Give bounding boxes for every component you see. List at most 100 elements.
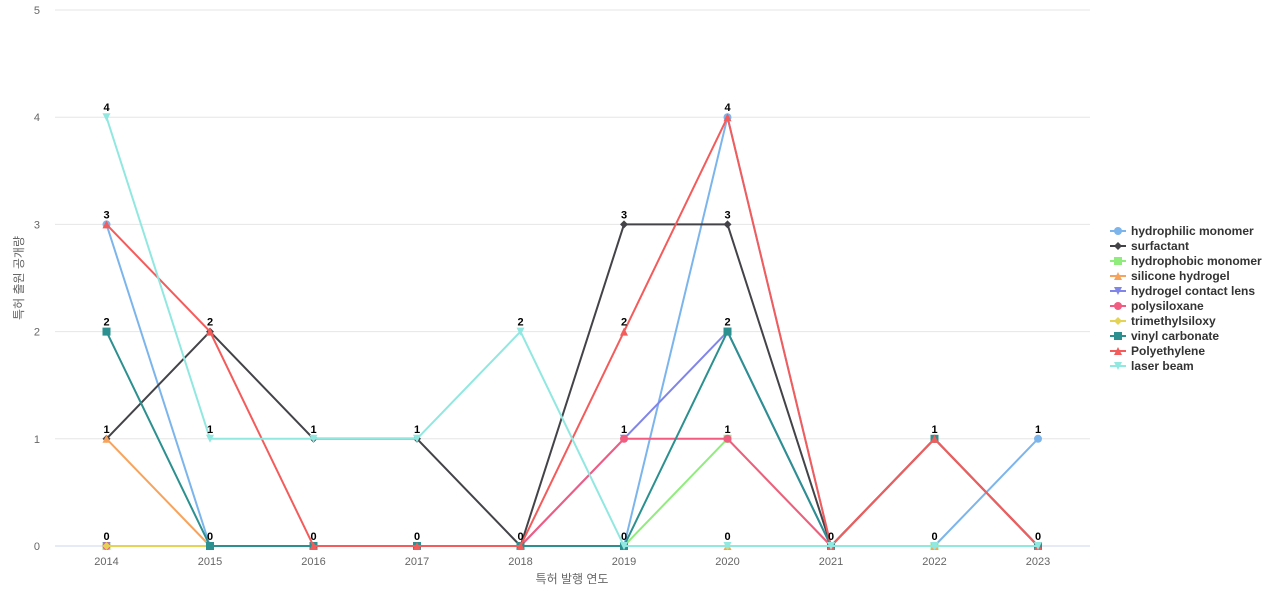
series-lines (102, 113, 1043, 550)
data-point-laser-beam-2023 (1034, 542, 1042, 550)
y-tick-label-4: 4 (34, 112, 40, 124)
data-label-2022-0: 0 (931, 531, 937, 543)
y-tick-label-3: 3 (34, 219, 40, 231)
data-point-polyethylene-2014 (102, 220, 111, 229)
legend-label-vinyl-carbonate: vinyl carbonate (1131, 329, 1219, 343)
data-label-2015-2: 2 (207, 317, 213, 329)
legend-label-hydrogel-contact-lens: hydrogel contact lens (1131, 284, 1255, 298)
legend-label-trimethylsiloxy: trimethylsiloxy (1131, 314, 1216, 328)
x-tick-label-2018: 2018 (508, 556, 532, 568)
data-point-laser-beam-2018 (516, 327, 525, 336)
data-label-2020-2: 2 (724, 317, 730, 329)
data-label-2018-0: 0 (517, 531, 523, 543)
y-axis-title: 특허 출원 공개량 (12, 236, 26, 320)
legend-label-hydrophobic-monomer: hydrophobic monomer (1131, 254, 1262, 268)
data-label-2020-3: 3 (724, 209, 730, 221)
legend-item-silicone-hydrogel[interactable]: silicone hydrogel (1110, 269, 1230, 283)
legend-marker-trimethylsiloxy (1114, 317, 1122, 325)
legend-item-trimethylsiloxy[interactable]: trimethylsiloxy (1110, 314, 1216, 328)
data-label-2014-2: 2 (103, 317, 109, 329)
data-point-surfactant-2019 (620, 220, 628, 229)
legend-marker-hydrogel-contact-lens (1114, 287, 1122, 295)
y-tick-label-2: 2 (34, 327, 40, 339)
data-label-2015-0: 0 (207, 531, 213, 543)
legend-item-surfactant[interactable]: surfactant (1110, 239, 1189, 253)
data-label-2020-4: 4 (724, 102, 731, 114)
x-axis-ticks: 2014 2015 2016 2017 2018 2019 2020 2021 2022 2023 (94, 556, 1050, 568)
data-label-2020-0: 0 (724, 531, 730, 543)
data-label-2022-1: 1 (931, 424, 937, 436)
x-tick-label-2014: 2014 (94, 556, 118, 568)
data-label-2015-1: 1 (207, 424, 213, 436)
data-point-vinyl-carbonate-2015 (206, 542, 214, 550)
data-point-trimethylsiloxy-2014 (102, 542, 111, 550)
data-label-2019-1: 1 (621, 424, 627, 436)
legend-item-hydrophilic-monomer[interactable]: hydrophilic monomer (1110, 224, 1254, 238)
legend-marker-laser-beam (1114, 362, 1122, 370)
legend-label-laser-beam: laser beam (1131, 359, 1194, 373)
legend-marker-polysiloxane (1114, 302, 1122, 310)
y-tick-label-1: 1 (34, 434, 40, 446)
legend-item-laser-beam[interactable]: laser beam (1110, 359, 1194, 373)
x-tick-label-2022: 2022 (922, 556, 946, 568)
data-label-2023-0: 0 (1035, 531, 1041, 543)
data-point-laser-beam-2016 (309, 434, 318, 443)
data-point-silicone-hydrogel-2014 (102, 434, 111, 443)
data-point-hydrophilic-monomer-2023 (1034, 434, 1042, 443)
data-label-2014-0: 0 (103, 531, 109, 543)
series-surfactant[interactable] (102, 220, 1043, 550)
legend-marker-polyethylene (1114, 347, 1122, 355)
legend-label-hydrophilic-monomer: hydrophilic monomer (1131, 224, 1254, 238)
series-line-surfactant (105, 223, 1039, 547)
legend-marker-silicone-hydrogel (1114, 272, 1122, 280)
gridlines (55, 9, 1090, 547)
data-point-vinyl-carbonate-2014 (102, 327, 111, 336)
data-point-polyethylene-2019 (620, 327, 628, 336)
data-point-vinyl-carbonate-2020 (723, 327, 732, 336)
data-label-2014-3: 3 (103, 209, 109, 221)
data-label-2014-1: 1 (103, 424, 109, 436)
legend-marker-surfactant (1114, 242, 1122, 250)
x-axis-title: 특허 발행 연도 (536, 571, 609, 586)
data-point-surfactant-2020 (723, 220, 732, 229)
data-point-laser-beam-2015 (206, 434, 214, 443)
data-label-2017-1: 1 (414, 424, 420, 436)
legend-label-polyethylene: Polyethylene (1131, 344, 1205, 358)
data-point-polyethylene-2018 (516, 542, 525, 550)
x-tick-label-2016: 2016 (301, 556, 325, 568)
y-axis-ticks: 0 1 2 3 4 5 (34, 5, 40, 553)
series-line-polysiloxane (106, 437, 1039, 547)
data-label-2019-3: 3 (621, 209, 627, 221)
legend-item-polyethylene[interactable]: Polyethylene (1110, 344, 1205, 358)
data-labels: 4 3 2 1 0 2 1 0 1 0 1 0 2 0 3 2 1 0 4 3 2 1 0 0 1 0 1 0 (103, 102, 1041, 543)
data-label-2017-0: 0 (414, 531, 420, 543)
data-point-laser-beam-2022 (930, 542, 939, 550)
series-line-laser-beam (105, 116, 1038, 547)
data-point-polyethylene-2020 (723, 113, 732, 122)
series-polysiloxane[interactable] (102, 434, 1043, 550)
data-label-2014-4: 4 (103, 102, 110, 114)
legend-item-vinyl-carbonate[interactable]: vinyl carbonate (1110, 329, 1219, 343)
data-point-polyethylene-2017 (413, 542, 421, 550)
y-tick-label-0: 0 (34, 541, 40, 553)
series-laser-beam[interactable] (102, 113, 1043, 550)
data-point-laser-beam-2017 (413, 434, 421, 443)
legend-item-polysiloxane[interactable]: polysiloxane (1110, 299, 1204, 313)
data-point-polysiloxane-2020 (723, 434, 732, 443)
legend-label-surfactant: surfactant (1131, 239, 1189, 253)
legend: hydrophilic monomersurfactanthydrophobic… (1110, 224, 1262, 373)
data-label-2020-1: 1 (724, 424, 730, 436)
y-tick-label-5: 5 (34, 5, 40, 17)
legend-item-hydrophobic-monomer[interactable]: hydrophobic monomer (1110, 254, 1262, 268)
x-tick-label-2019: 2019 (612, 556, 636, 568)
data-label-2019-2: 2 (621, 317, 627, 329)
data-point-polyethylene-2015 (206, 327, 214, 336)
data-point-polyethylene-2022 (930, 434, 939, 443)
data-label-2016-0: 0 (310, 531, 316, 543)
x-tick-label-2020: 2020 (715, 556, 739, 568)
legend-marker-vinyl-carbonate (1114, 332, 1122, 340)
legend-item-hydrogel-contact-lens[interactable]: hydrogel contact lens (1110, 284, 1255, 298)
x-tick-label-2017: 2017 (405, 556, 429, 568)
legend-label-silicone-hydrogel: silicone hydrogel (1131, 269, 1230, 283)
